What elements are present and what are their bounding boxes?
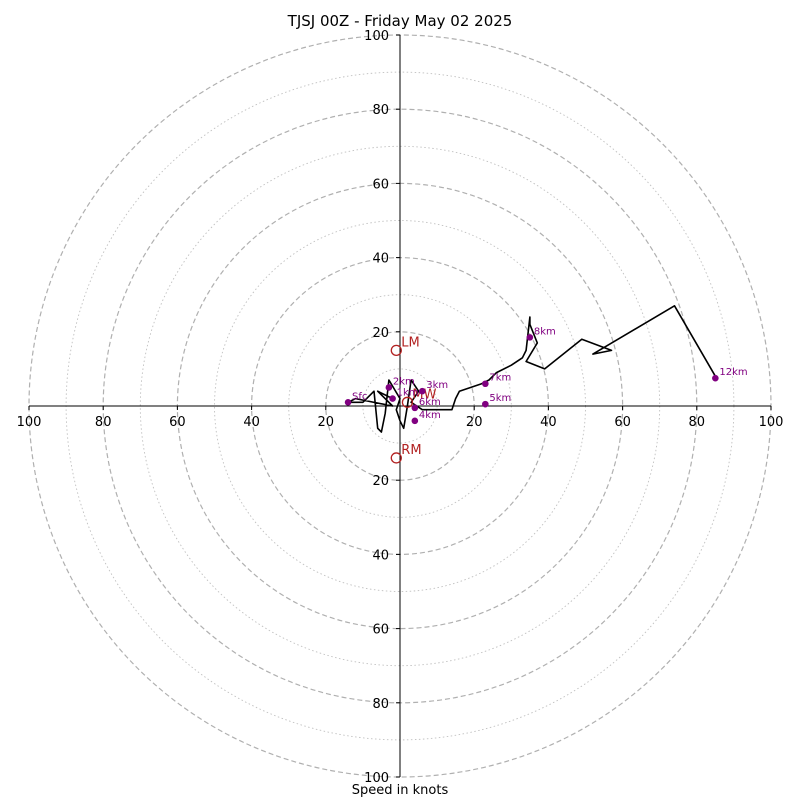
height-point-2km: [385, 384, 393, 391]
height-point-6km: [411, 404, 419, 412]
y-tick-label: 20: [372, 474, 389, 489]
height-point-3km: [418, 387, 426, 395]
height-label-6km: 6km: [419, 397, 441, 408]
height-label-12km: 12km: [719, 367, 747, 378]
lm-label: LM: [401, 335, 419, 350]
height-point-1km: [389, 395, 396, 402]
lm-marker: [390, 344, 402, 357]
storm-motion-markers: LM RM MW: [390, 335, 437, 464]
height-label-5km: 5km: [489, 393, 511, 404]
x-tick-label: 80: [95, 415, 112, 430]
x-tick-label: 40: [243, 415, 260, 430]
mw-marker: [401, 396, 414, 408]
height-label-2km: 2km: [393, 376, 415, 387]
x-tick-label: 80: [689, 415, 706, 430]
y-tick-label: 40: [372, 548, 389, 563]
rm-label: RM: [401, 443, 421, 458]
x-tick-label: 100: [17, 415, 42, 430]
x-tick-label: 40: [540, 415, 557, 430]
x-axis-label: Speed in knots: [351, 783, 449, 798]
y-tick-label: 60: [372, 623, 389, 638]
y-tick-label: 80: [372, 697, 389, 712]
wind-profile-line: [347, 304, 717, 433]
height-point-7km: [482, 380, 489, 388]
x-tick-label: 100: [759, 415, 784, 430]
height-label-sfc: Sfc: [352, 391, 367, 402]
height-point-sfc: [344, 398, 352, 406]
height-point-8km: [526, 334, 534, 341]
height-point-5km: [482, 400, 489, 408]
y-tick-label: 80: [372, 103, 389, 118]
y-tick-label: 20: [372, 326, 389, 341]
rm-marker: [390, 452, 402, 464]
x-tick-label: 20: [318, 415, 335, 430]
height-label-7km: 7km: [489, 373, 511, 384]
y-tick-label: 40: [372, 252, 389, 267]
x-tick-label: 60: [169, 415, 186, 430]
height-label-1km: 1km: [397, 388, 419, 399]
chart-title: TJSJ 00Z - Friday May 02 2025: [287, 12, 513, 30]
y-tick-label: 60: [372, 177, 389, 192]
y-tick-label: 100: [364, 29, 389, 44]
x-tick-label: 20: [466, 415, 483, 430]
height-label-3km: 3km: [426, 380, 448, 391]
mw-label: MW: [412, 387, 436, 402]
y-tick-label: 100: [364, 771, 389, 786]
x-tick-label: 60: [614, 415, 631, 430]
height-label-4km: 4km: [419, 410, 441, 421]
height-label-8km: 8km: [534, 326, 556, 337]
height-point-4km: [411, 417, 419, 425]
height-point-12km: [712, 374, 719, 382]
axes: 100 80 60 40 20 20 40 60 80 100 100 80 60 40 20 20 40 60 8…: [17, 29, 784, 786]
